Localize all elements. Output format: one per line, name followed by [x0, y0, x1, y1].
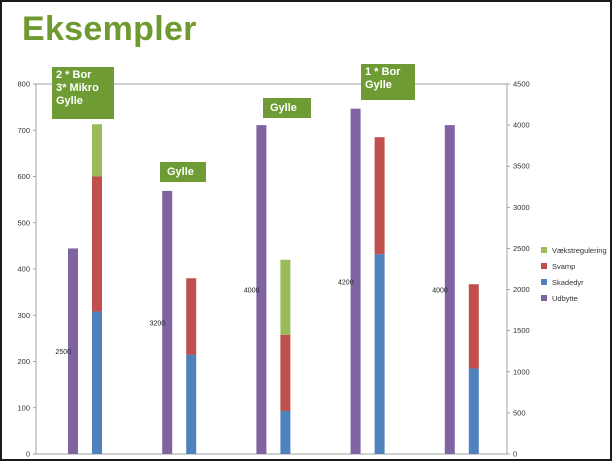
- right-axis-tick-label: 2500: [513, 244, 530, 253]
- bar-svamp: [374, 137, 385, 255]
- legend-label: Vækstregulering: [552, 245, 607, 255]
- legend-swatch-skadedyr: [541, 279, 547, 285]
- chart-legend: Vækstregulering Svamp Skadedyr Udbytte: [541, 242, 607, 306]
- annotation-box-1: 2 * Bor 3* Mikro Gylle: [52, 67, 114, 119]
- bar-vaekstregulering: [280, 259, 291, 335]
- bars-layer: [68, 108, 479, 455]
- udbytte-data-label: 4200: [338, 279, 354, 286]
- left-axis-tick-label: 200: [17, 357, 30, 366]
- legend-swatch-vaekstregulering: [541, 247, 547, 253]
- udbytte-data-label: 2500: [55, 349, 71, 356]
- right-axis-tick-label: 3000: [513, 203, 530, 212]
- udbytte-data-label: 4000: [432, 288, 448, 295]
- plot-area: [35, 83, 508, 455]
- right-axis-tick-label: 4500: [513, 80, 530, 89]
- udbytte-data-label: 3200: [150, 320, 166, 327]
- annotation-box-3: Gylle: [263, 98, 311, 118]
- bar-svamp: [468, 284, 479, 369]
- bar-udbytte: [350, 108, 361, 455]
- legend-label: Svamp: [552, 261, 576, 271]
- bar-skadedyr: [92, 311, 102, 454]
- bar-skadedyr: [280, 410, 291, 454]
- right-axis: 0 500 1000 1500 2000 2500 3000 3500 4000 4500: [507, 80, 530, 459]
- legend-item-svamp: Svamp: [541, 258, 607, 274]
- bar-svamp: [92, 176, 102, 312]
- left-axis-tick-label: 800: [17, 80, 30, 89]
- bar-vaekstregulering: [92, 124, 102, 177]
- legend-item-udbytte: Udbytte: [541, 290, 607, 306]
- slide-title: Eksempler: [22, 10, 197, 48]
- legend-label: Skadedyr: [552, 277, 584, 287]
- bar-svamp: [186, 278, 197, 355]
- left-axis-tick-label: 500: [17, 218, 30, 227]
- legend-item-skadedyr: Skadedyr: [541, 274, 607, 290]
- left-axis-tick-label: 100: [17, 403, 30, 412]
- right-axis-tick-label: 1000: [513, 367, 530, 376]
- data-labels-layer: 2500 3200 4000 4200 4000: [55, 279, 447, 356]
- legend-swatch-udbytte: [541, 295, 547, 301]
- legend-swatch-svamp: [541, 263, 547, 269]
- left-axis-tick-label: 400: [17, 265, 30, 274]
- left-axis: 0 100 200 300 400 500 600 700 800: [17, 80, 36, 459]
- right-axis-tick-label: 0: [513, 450, 517, 459]
- udbytte-data-label: 4000: [244, 288, 260, 295]
- left-axis-tick-label: 600: [17, 172, 30, 181]
- legend-item-vaekstregulering: Vækstregulering: [541, 242, 607, 258]
- bar-skadedyr: [468, 368, 479, 454]
- annotation-box-2: Gylle: [160, 162, 206, 182]
- annotation-box-4: 1 * Bor Gylle: [361, 64, 415, 100]
- right-axis-tick-label: 2000: [513, 285, 530, 294]
- legend-label: Udbytte: [552, 293, 578, 303]
- left-axis-tick-label: 700: [17, 126, 30, 135]
- left-axis-tick-label: 300: [17, 311, 30, 320]
- right-axis-tick-label: 1500: [513, 326, 530, 335]
- bar-udbytte: [444, 125, 455, 454]
- bar-udbytte: [68, 248, 78, 454]
- left-axis-tick-label: 0: [26, 450, 30, 459]
- bar-svamp: [280, 334, 291, 411]
- bar-skadedyr: [374, 254, 385, 454]
- right-axis-tick-label: 4000: [513, 121, 530, 130]
- right-axis-tick-label: 500: [513, 408, 526, 417]
- bar-skadedyr: [186, 354, 197, 454]
- bar-udbytte: [256, 125, 267, 454]
- right-axis-tick-label: 3500: [513, 162, 530, 171]
- bar-udbytte: [162, 190, 173, 454]
